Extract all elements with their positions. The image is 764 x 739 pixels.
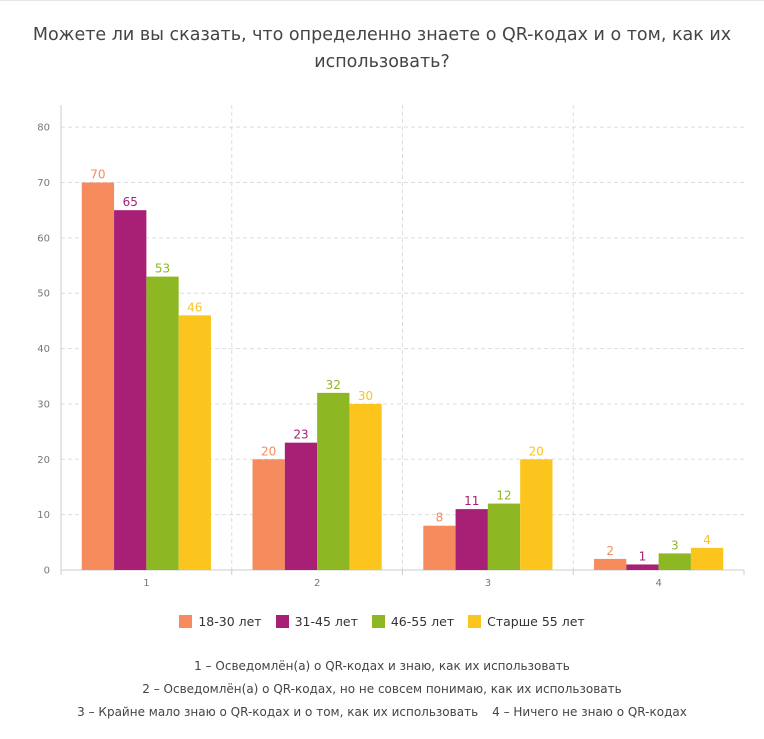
bar-cat3-series2 bbox=[455, 509, 488, 570]
y-tick-label-30: 30 bbox=[37, 399, 50, 410]
bar-cat2-series4 bbox=[349, 403, 382, 570]
bar-cat1-series2 bbox=[114, 210, 147, 570]
y-tick-label-80: 80 bbox=[37, 123, 50, 134]
legend-item-18-30[interactable]: 18-30 лет bbox=[179, 614, 262, 629]
legend-swatch-55-plus bbox=[468, 615, 482, 628]
y-tick-label-20: 20 bbox=[37, 455, 50, 466]
x-tick-label-2: 2 bbox=[314, 578, 320, 589]
data-label-cat2-series4: 30 bbox=[358, 389, 373, 403]
bar-cat4-series1 bbox=[594, 558, 627, 570]
y-tick-label-10: 10 bbox=[37, 510, 50, 521]
bar-cat4-series4 bbox=[690, 547, 724, 570]
data-label-cat1-series1: 70 bbox=[90, 168, 105, 182]
note-3: 3 – Крайне мало знаю о QR-кодах и о том,… bbox=[77, 705, 479, 719]
bar-cat4-series2 bbox=[626, 564, 659, 570]
legend-label-55-plus: Старше 55 лет bbox=[487, 614, 585, 629]
x-tick-label-1: 1 bbox=[143, 578, 149, 589]
data-label-cat3-series2: 11 bbox=[464, 494, 479, 508]
legend-item-55-plus[interactable]: Старше 55 лет bbox=[468, 614, 585, 629]
legend: 18-30 лет 31-45 лет 46-55 лет Старше 55 … bbox=[0, 614, 764, 629]
y-tick-label-70: 70 bbox=[37, 178, 50, 189]
bar-cat3-series3 bbox=[487, 503, 521, 570]
data-label-cat3-series1: 8 bbox=[436, 511, 444, 525]
bar-cat1-series4 bbox=[178, 315, 211, 570]
data-label-cat4-series3: 3 bbox=[671, 538, 679, 552]
data-label-cat1-series3: 53 bbox=[155, 262, 170, 276]
bar-cat1-series3 bbox=[146, 276, 179, 570]
data-label-cat4-series1: 2 bbox=[606, 544, 614, 558]
x-tick-label-4: 4 bbox=[655, 578, 661, 589]
y-tick-label-0: 0 bbox=[44, 566, 50, 577]
legend-item-46-55[interactable]: 46-55 лет bbox=[371, 614, 455, 629]
bar-cat4-series3 bbox=[658, 553, 691, 570]
bar-cat2-series1 bbox=[252, 459, 285, 570]
legend-label-46-55: 46-55 лет bbox=[390, 614, 455, 629]
note-2: 2 – Осведомлён(а) о QR-кодах, но не совс… bbox=[142, 682, 622, 696]
bar-cat2-series3 bbox=[317, 392, 350, 570]
data-label-cat4-series4: 4 bbox=[703, 533, 711, 547]
y-tick-label-40: 40 bbox=[37, 344, 50, 355]
y-tick-label-60: 60 bbox=[37, 233, 50, 244]
data-label-cat4-series2: 1 bbox=[639, 549, 647, 563]
data-label-cat2-series3: 32 bbox=[326, 378, 341, 392]
data-label-cat3-series4: 20 bbox=[529, 444, 544, 458]
category-notes: 1 – Осведомлён(а) о QR-кодах и знаю, как… bbox=[0, 655, 764, 724]
data-label-cat2-series2: 23 bbox=[293, 428, 308, 442]
y-tick-label-50: 50 bbox=[37, 289, 50, 300]
x-tick-label-3: 3 bbox=[485, 578, 491, 589]
top-divider bbox=[0, 0, 764, 1]
data-label-cat1-series2: 65 bbox=[123, 195, 138, 209]
legend-label-31-45: 31-45 лет bbox=[294, 614, 358, 629]
bar-cat2-series2 bbox=[284, 442, 318, 570]
data-label-cat3-series3: 12 bbox=[496, 489, 511, 503]
legend-swatch-18-30 bbox=[179, 615, 193, 628]
bar-cat3-series1 bbox=[423, 525, 456, 570]
legend-swatch-31-45 bbox=[275, 615, 289, 628]
data-label-cat2-series1: 20 bbox=[261, 444, 276, 458]
bar-cat1-series1 bbox=[81, 182, 115, 570]
note-3-4: 3 – Крайне мало знаю о QR-кодах и о том,… bbox=[0, 701, 764, 724]
legend-item-31-45[interactable]: 31-45 лет bbox=[275, 614, 358, 629]
note-1: 1 – Осведомлён(а) о QR-кодах и знаю, как… bbox=[194, 659, 570, 673]
bar-cat3-series4 bbox=[520, 459, 553, 570]
note-4: 4 – Ничего не знаю о QR-кодах bbox=[492, 705, 687, 719]
chart-title: Можете ли вы сказать, что определенно зн… bbox=[32, 25, 732, 72]
legend-label-18-30: 18-30 лет bbox=[198, 614, 262, 629]
data-label-cat1-series4: 46 bbox=[187, 300, 202, 314]
legend-swatch-46-55 bbox=[371, 615, 385, 628]
